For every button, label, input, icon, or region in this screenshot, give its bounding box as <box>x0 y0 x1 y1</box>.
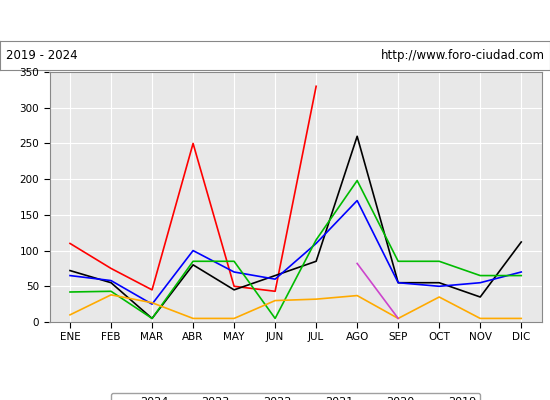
Text: http://www.foro-ciudad.com: http://www.foro-ciudad.com <box>381 49 544 62</box>
Legend: 2024, 2023, 2022, 2021, 2020, 2019: 2024, 2023, 2022, 2021, 2020, 2019 <box>111 392 481 400</box>
Text: 2019 - 2024: 2019 - 2024 <box>6 49 77 62</box>
Text: Evolucion Nº Turistas Nacionales en el municipio de Suflí: Evolucion Nº Turistas Nacionales en el m… <box>67 13 483 29</box>
